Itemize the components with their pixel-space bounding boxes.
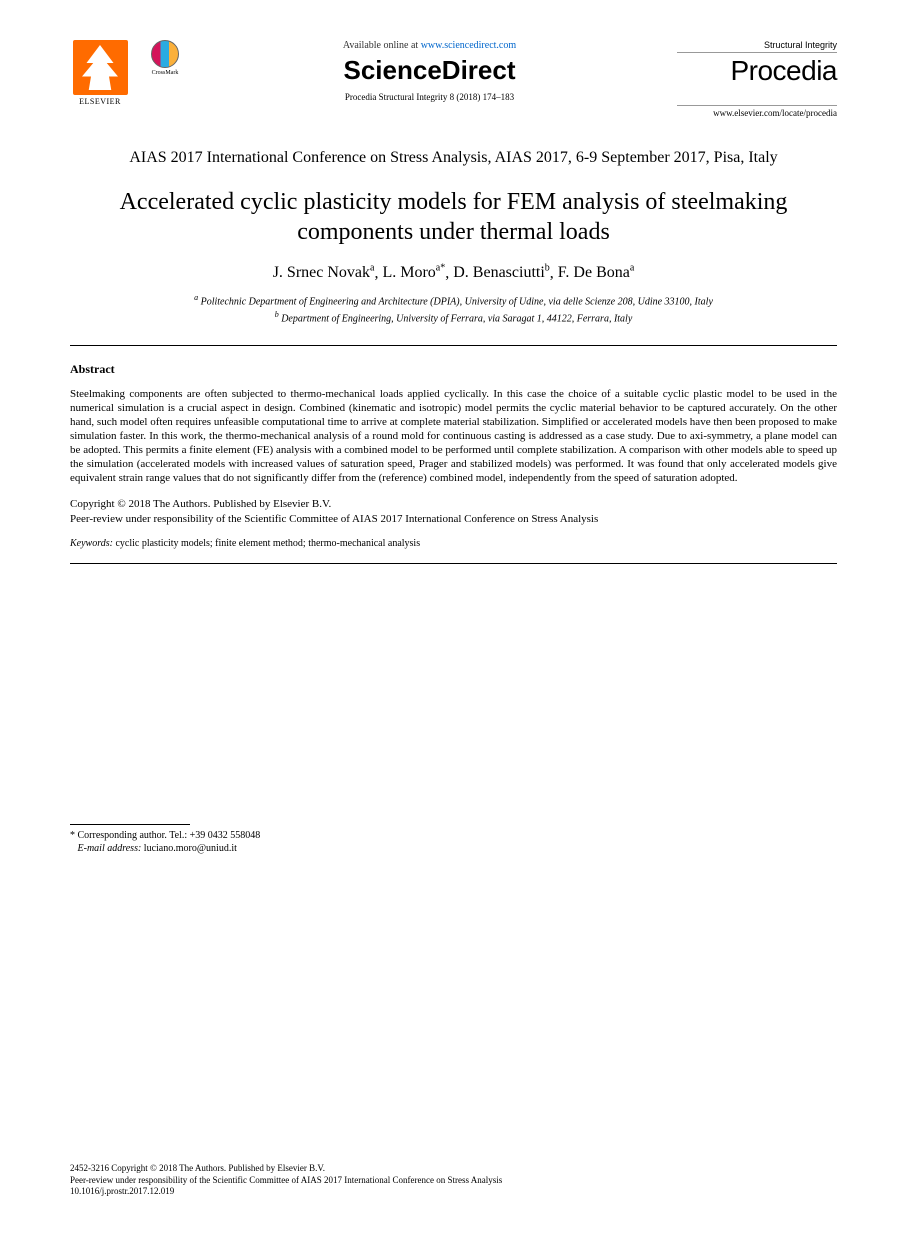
crossmark-logo[interactable]: CrossMark bbox=[148, 40, 182, 76]
corresponding-author: * Corresponding author. Tel.: +39 0432 5… bbox=[70, 829, 837, 842]
author: J. Srnec Novaka bbox=[273, 264, 375, 281]
footer-issn: 2452-3216 Copyright © 2018 The Authors. … bbox=[70, 1163, 837, 1175]
elsevier-logo: ELSEVIER bbox=[70, 40, 130, 110]
paper-title: Accelerated cyclic plasticity models for… bbox=[100, 187, 807, 247]
footer-peer: Peer-review under responsibility of the … bbox=[70, 1175, 837, 1187]
crossmark-label: CrossMark bbox=[152, 70, 179, 76]
footer-block: 2452-3216 Copyright © 2018 The Authors. … bbox=[70, 1163, 837, 1198]
available-online: Available online at www.sciencedirect.co… bbox=[192, 40, 667, 51]
rule-above-abstract bbox=[70, 345, 837, 346]
abstract-body: Steelmaking components are often subject… bbox=[70, 387, 837, 486]
procedia-wordmark: Procedia bbox=[677, 55, 837, 87]
sciencedirect-wordmark: ScienceDirect bbox=[192, 55, 667, 86]
copyright-line: Copyright © 2018 The Authors. Published … bbox=[70, 497, 837, 511]
elsevier-tree-icon bbox=[73, 40, 128, 95]
footnote-block: * Corresponding author. Tel.: +39 0432 5… bbox=[70, 829, 837, 855]
left-logos: ELSEVIER CrossMark bbox=[70, 40, 182, 110]
keywords-line: Keywords: cyclic plasticity models; fini… bbox=[70, 538, 837, 549]
crossmark-icon bbox=[151, 40, 179, 68]
header-row: ELSEVIER CrossMark Available online at w… bbox=[70, 40, 837, 118]
author: F. De Bonaa bbox=[558, 264, 635, 281]
procedia-url: www.elsevier.com/locate/procedia bbox=[677, 105, 837, 118]
email-line: E-mail address: luciano.moro@uniud.it bbox=[70, 842, 837, 855]
journal-reference: Procedia Structural Integrity 8 (2018) 1… bbox=[192, 92, 667, 102]
available-text: Available online at bbox=[343, 40, 421, 51]
conference-line: AIAS 2017 International Conference on St… bbox=[100, 148, 807, 169]
structural-integrity-label: Structural Integrity bbox=[677, 40, 837, 53]
header-right: Structural Integrity Procedia www.elsevi… bbox=[677, 40, 837, 118]
author: D. Benasciuttib bbox=[453, 264, 550, 281]
email-label: E-mail address: bbox=[78, 843, 142, 854]
email-address: luciano.moro@uniud.it bbox=[141, 843, 237, 854]
elsevier-label: ELSEVIER bbox=[79, 97, 121, 106]
copyright-block: Copyright © 2018 The Authors. Published … bbox=[70, 497, 837, 526]
affiliations: a Politechnic Department of Engineering … bbox=[70, 292, 837, 327]
abstract-heading: Abstract bbox=[70, 362, 837, 377]
keywords-text: cyclic plasticity models; finite element… bbox=[113, 538, 420, 549]
sciencedirect-url[interactable]: www.sciencedirect.com bbox=[421, 40, 516, 51]
peer-review-line: Peer-review under responsibility of the … bbox=[70, 512, 837, 526]
rule-below-keywords bbox=[70, 563, 837, 564]
affiliation: b Department of Engineering, University … bbox=[70, 309, 837, 326]
footnote-rule bbox=[70, 824, 190, 825]
footer-doi: 10.1016/j.prostr.2017.12.019 bbox=[70, 1186, 837, 1198]
authors-line: J. Srnec Novaka, L. Moroa*, D. Benasciut… bbox=[70, 263, 837, 282]
header-center: Available online at www.sciencedirect.co… bbox=[182, 40, 677, 102]
author: L. Moroa* bbox=[382, 264, 445, 281]
keywords-label: Keywords: bbox=[70, 538, 113, 549]
affiliation: a Politechnic Department of Engineering … bbox=[70, 292, 837, 309]
